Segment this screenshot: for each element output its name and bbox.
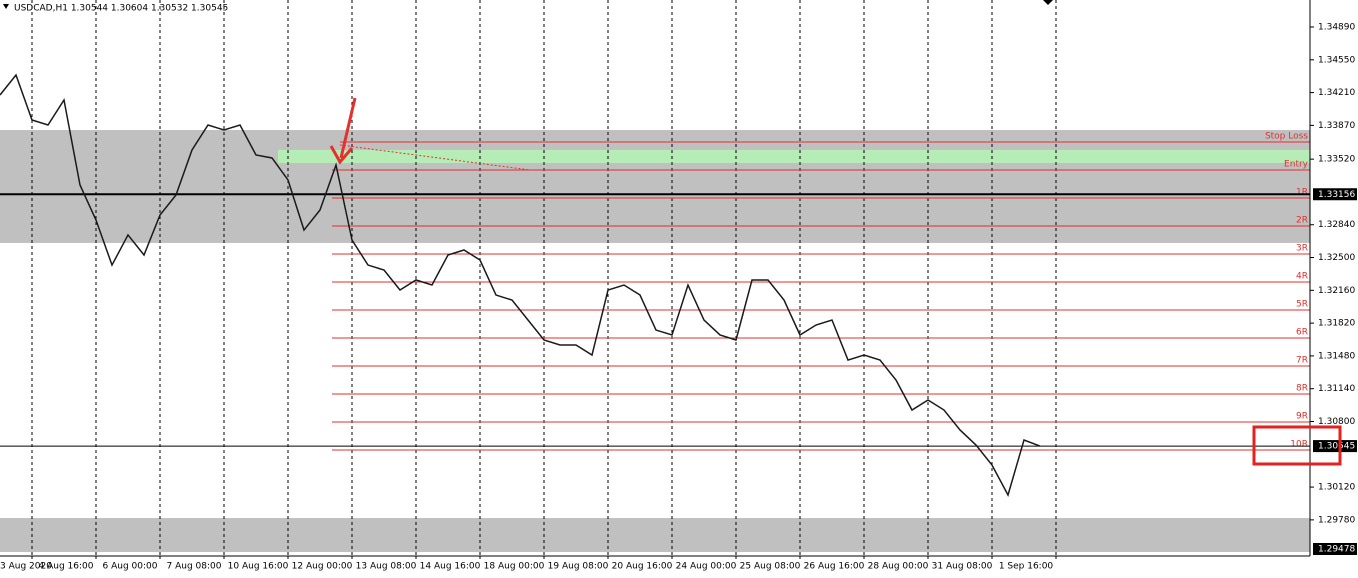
x-tick-label: 19 Aug 08:00 [548, 562, 609, 572]
x-tick-label: 31 Aug 08:00 [932, 562, 993, 572]
y-tick-label: 1.31140 [1318, 384, 1355, 394]
level-label: 3R [1296, 243, 1308, 253]
price-line-series [0, 73, 1041, 497]
zone [0, 130, 1310, 243]
x-tick-label: 7 Aug 08:00 [167, 562, 222, 572]
highlight-box [1252, 425, 1342, 466]
level-label: 6R [1296, 327, 1308, 337]
y-tick-label: 1.29780 [1318, 515, 1355, 525]
x-tick-label: 13 Aug 08:00 [356, 562, 417, 572]
x-tick-label: 25 Aug 08:00 [740, 562, 801, 572]
y-tick-label: 1.32840 [1318, 220, 1355, 230]
level-label: Entry [1284, 160, 1309, 170]
annotation-arrow [329, 97, 357, 165]
shift-marker [1043, 0, 1053, 5]
zone [278, 149, 1310, 164]
y-tick-label: 1.31480 [1318, 351, 1355, 361]
x-tick-label: 4 Aug 16:00 [39, 562, 94, 572]
y-tick-label: 1.32160 [1318, 286, 1355, 296]
x-tick-label: 6 Aug 00:00 [103, 562, 158, 572]
level-label: 10R [1290, 440, 1308, 450]
y-tick-label: 1.31820 [1318, 319, 1355, 329]
x-tick-label: 20 Aug 16:00 [612, 562, 673, 572]
level-label: 9R [1296, 411, 1308, 421]
x-tick-label: 10 Aug 16:00 [228, 562, 289, 572]
x-tick-label: 24 Aug 00:00 [676, 562, 737, 572]
level-label: 7R [1296, 356, 1308, 366]
menu-arrow [3, 4, 9, 9]
price-box [1313, 543, 1357, 556]
x-tick-label: 18 Aug 00:00 [484, 562, 545, 572]
chart-title: USDCAD,H1 1.30544 1.30604 1.30532 1.3054… [14, 4, 228, 14]
price-box-label: 1.29478 [1318, 545, 1355, 555]
level-label: 5R [1296, 299, 1308, 309]
y-tick-label: 1.34890 [1318, 23, 1355, 33]
x-tick-label: 1 Sep 16:00 [999, 562, 1054, 572]
y-tick-label: 1.33520 [1318, 155, 1355, 165]
zone [0, 518, 1310, 552]
level-label: 1R [1296, 188, 1308, 198]
level-label: 2R [1296, 215, 1308, 225]
price-box-label: 1.30545 [1318, 442, 1355, 452]
price-box-label: 1.33156 [1318, 190, 1355, 200]
level-label: 8R [1296, 384, 1308, 394]
x-tick-label: 3 Aug 2020 [0, 562, 52, 572]
price-box [1313, 440, 1357, 453]
y-tick-label: 1.34550 [1318, 55, 1355, 65]
x-tick-label: 12 Aug 00:00 [292, 562, 353, 572]
level-label: Stop Loss [1265, 131, 1308, 141]
y-tick-label: 1.34210 [1318, 88, 1355, 98]
y-tick-label: 1.32500 [1318, 253, 1355, 263]
y-tick-label: 1.33870 [1318, 121, 1355, 131]
y-tick-label: 1.30800 [1318, 417, 1355, 427]
x-tick-label: 26 Aug 16:00 [804, 562, 865, 572]
y-tick-label: 1.30120 [1318, 483, 1355, 493]
level-label: 4R [1296, 272, 1308, 282]
x-tick-label: 28 Aug 00:00 [868, 562, 929, 572]
price-box [1313, 188, 1357, 201]
x-tick-label: 14 Aug 16:00 [420, 562, 481, 572]
